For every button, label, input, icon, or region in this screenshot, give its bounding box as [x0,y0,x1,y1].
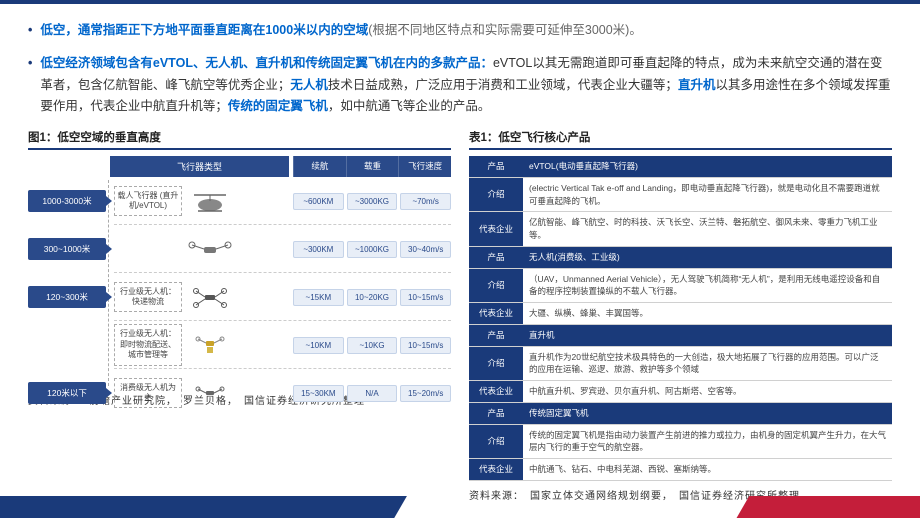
prod-corp: 大疆、纵横、蜂巢、丰翼国等。 [523,303,892,325]
spec-payload: ~3000KG [347,193,398,210]
aircraft-type: 载人飞行器 (直升机/eVTOL) [114,186,182,217]
fig1-hdr-speed: 飞行速度 [398,156,451,177]
table-1-panel: 表1：低空飞行核心产品 产品eVTOL(电动垂直起降飞行器) 介绍(electr… [469,129,892,502]
b2e: ，如中航通飞等企业的产品。 [328,99,491,113]
spec-payload: N/A [347,385,398,402]
table-row: 代表企业亿航智能、峰飞航空、时的科技、沃飞长空、沃兰特、磐拓航空、御风未来、零重… [469,212,892,247]
table-row: 代表企业中航通飞、钻石、中电科芜湖、西锐、塞斯纳等。 [469,459,892,481]
fig1-hdr-type: 飞行器类型 [110,156,289,177]
prod-name: 传统固定翼飞机 [523,402,892,424]
tbl1-title: 表1：低空飞行核心产品 [469,129,892,150]
fig1-row: 行业级无人机：即时物流配送、城市管理等 ~10KM ~10KG 10~15m/s [28,321,451,369]
table-row: 介绍（UAV，Unmanned Aerial Vehicle），无人驾驶飞机简称… [469,268,892,303]
consumer-drone-icon [188,379,232,407]
bullet-dot-icon: • [28,53,32,117]
b2a-hl: 低空经济领域包含有eVTOL、无人机、直升机和传统固定翼飞机在内的多款产品： [40,56,493,70]
aircraft-type: 行业级无人机：即时物流配送、城市管理等 [114,324,182,365]
products-table: 产品eVTOL(电动垂直起降飞行器) 介绍(electric Vertical … [469,156,892,481]
table-row: 介绍(electric Vertical Tak e-off and Landi… [469,177,892,212]
fig1-hdr-payload: 载重 [346,156,399,177]
fig1-row: 300~1000米 ~300KM ~1000KG 30~40m/s [28,225,451,273]
prod-name: eVTOL(电动垂直起降飞行器) [523,156,892,177]
aircraft-type: 行业级无人机：快递物流 [114,282,182,313]
spec-range: ~15KM [293,289,344,306]
fig1-header: 飞行器类型 续航 载重 飞行速度 [28,156,451,177]
delivery-drone-icon [188,331,232,359]
figure-1-panel: 图1：低空空域的垂直高度 飞行器类型 续航 载重 飞行速度 1000-3000米 [28,129,451,502]
table-row: 代表企业中航直升机、罗宾逊、贝尔直升机、阿古斯塔、空客等。 [469,381,892,403]
prod-corp: 亿航智能、峰飞航空、时的科技、沃飞长空、沃兰特、磐拓航空、御风未来、零重力飞机工… [523,212,892,247]
b1-highlight: 低空，通常指距正下方地平面垂直距离在1000米以内的空域 [40,23,368,37]
spec-range: 15~30KM [293,385,344,402]
fig1-row: 120米以下 消费级无人机为主 15~30KM N/A 15~20m/s [28,369,451,417]
b2c: 技术日益成熟，广泛应用于消费和工业领域，代表企业大疆等； [328,78,678,92]
b2e-hl: 传统的固定翼飞机 [228,99,328,113]
altitude-badge: 300~1000米 [28,238,106,260]
spec-range: ~10KM [293,337,344,354]
bullet-2: • 低空经济领域包含有eVTOL、无人机、直升机和传统固定翼飞机在内的多款产品：… [28,53,892,117]
spec-speed: 10~15m/s [400,337,451,354]
spec-payload: ~1000KG [347,241,398,258]
table-row: 介绍传统的固定翼飞机是指由动力装置产生前进的推力或拉力，由机身的固定机翼产生升力… [469,424,892,459]
fig1-title: 图1：低空空域的垂直高度 [28,129,451,150]
spec-payload: ~10KG [347,337,398,354]
table-row: 代表企业大疆、纵横、蜂巢、丰翼国等。 [469,303,892,325]
table-row: 产品传统固定翼飞机 [469,402,892,424]
spec-range: ~600KM [293,193,344,210]
prod-intro: 直升机作为20世纪航空技术极具特色的一大创造，极大地拓展了飞行器的应用范围。可以… [523,346,892,381]
spec-payload: 10~20KG [347,289,398,306]
b1-gray: (根据不同地区特点和实际需要可延伸至3000米)。 [368,23,642,37]
prod-intro: （UAV，Unmanned Aerial Vehicle），无人驾驶飞机简称“无… [523,268,892,303]
spec-speed: 10~15m/s [400,289,451,306]
table-row: 产品直升机 [469,324,892,346]
prod-name: 无人机(消费级、工业级) [523,246,892,268]
main-content: • 低空，通常指距正下方地平面垂直距离在1000米以内的空域(根据不同地区特点和… [0,4,920,502]
quad-drone-icon [188,283,232,311]
b2d-hl: 直升机 [678,78,716,92]
table-row: 产品eVTOL(电动垂直起降飞行器) [469,156,892,177]
spec-range: ~300KM [293,241,344,258]
b2c-hl: 无人机 [290,78,328,92]
spec-speed: ~70m/s [400,193,451,210]
prod-name: 直升机 [523,324,892,346]
table-row: 产品无人机(消费级、工业级) [469,246,892,268]
altitude-badge: 1000-3000米 [28,190,106,212]
spec-speed: 30~40m/s [400,241,451,258]
prod-intro: 传统的固定翼飞机是指由动力装置产生前进的推力或拉力，由机身的固定机翼产生升力，在… [523,424,892,459]
prod-corp: 中航通飞、钻石、中电科芜湖、西锐、塞斯纳等。 [523,459,892,481]
helicopter-icon [188,187,232,215]
bullet-1: • 低空，通常指距正下方地平面垂直距离在1000米以内的空域(根据不同地区特点和… [28,20,892,41]
footer-decoration [0,496,920,518]
spec-speed: 15~20m/s [400,385,451,402]
fig1-body: 飞行器类型 续航 载重 飞行速度 1000-3000米 载人飞行器 (直升机/e… [28,156,451,386]
large-drone-icon [188,235,232,263]
altitude-badge: 120~300米 [28,286,106,308]
fig1-row: 1000-3000米 载人飞行器 (直升机/eVTOL) ~600KM ~300… [28,177,451,225]
fig1-row: 120~300米 行业级无人机：快递物流 ~15KM 10~20KG 10~15… [28,273,451,321]
altitude-badge: 120米以下 [28,382,106,404]
prod-intro: (electric Vertical Tak e-off and Landing… [523,177,892,212]
bullet-dot-icon: • [28,20,32,41]
prod-corp: 中航直升机、罗宾逊、贝尔直升机、阿古斯塔、空客等。 [523,381,892,403]
table-row: 介绍直升机作为20世纪航空技术极具特色的一大创造，极大地拓展了飞行器的应用范围。… [469,346,892,381]
aircraft-type: 消费级无人机为主 [114,378,182,409]
fig1-hdr-range: 续航 [293,156,346,177]
